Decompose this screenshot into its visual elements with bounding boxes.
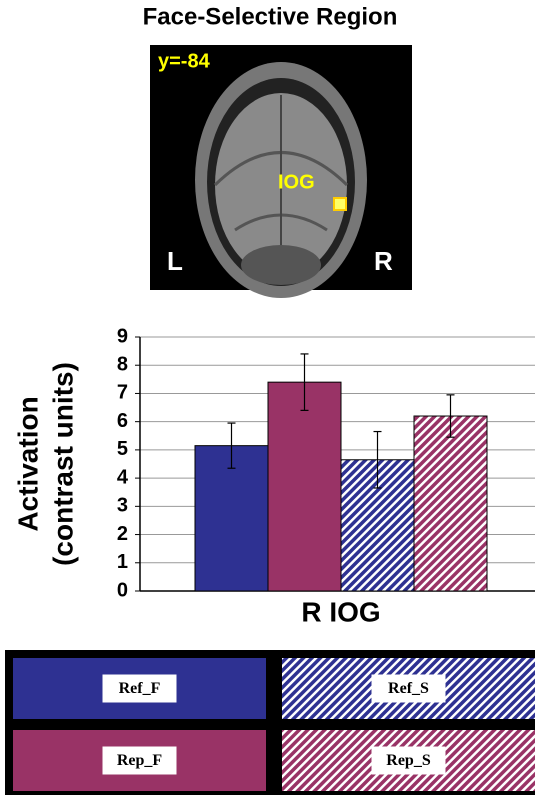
legend-label: Rep_F	[117, 752, 163, 769]
y-tick-label: 5	[117, 438, 128, 460]
y-tick-label: 2	[117, 523, 128, 545]
y-tick-label: 3	[117, 495, 128, 517]
image-label: R	[374, 246, 393, 276]
y-tick-label: 8	[117, 354, 128, 376]
y-tick-label: 4	[117, 466, 129, 488]
image-label: IOG	[278, 171, 315, 193]
y-tick-label: 6	[117, 410, 128, 432]
image-label: L	[167, 246, 183, 276]
legend-label: Ref_S	[388, 680, 429, 697]
y-tick-label: 7	[117, 382, 128, 404]
bar	[268, 382, 341, 591]
image-label: y=-84	[158, 50, 211, 72]
legend-label: Rep_S	[386, 752, 431, 769]
y-axis-label: Activation	[12, 396, 43, 531]
y-tick-label: 9	[117, 325, 128, 347]
figure: Face-Selective Region y=-84 IOG L R 0 1 2 3 4 5 6 7…	[0, 0, 539, 799]
x-tick-label: R IOG	[301, 596, 380, 627]
figure-title: Face-Selective Region	[143, 3, 398, 30]
legend-label: Ref_F	[119, 680, 161, 697]
bar	[414, 416, 487, 591]
y-tick-label: 0	[117, 579, 128, 601]
y-tick-label: 1	[117, 551, 128, 573]
y-axis-label: (contrast units)	[47, 362, 78, 566]
